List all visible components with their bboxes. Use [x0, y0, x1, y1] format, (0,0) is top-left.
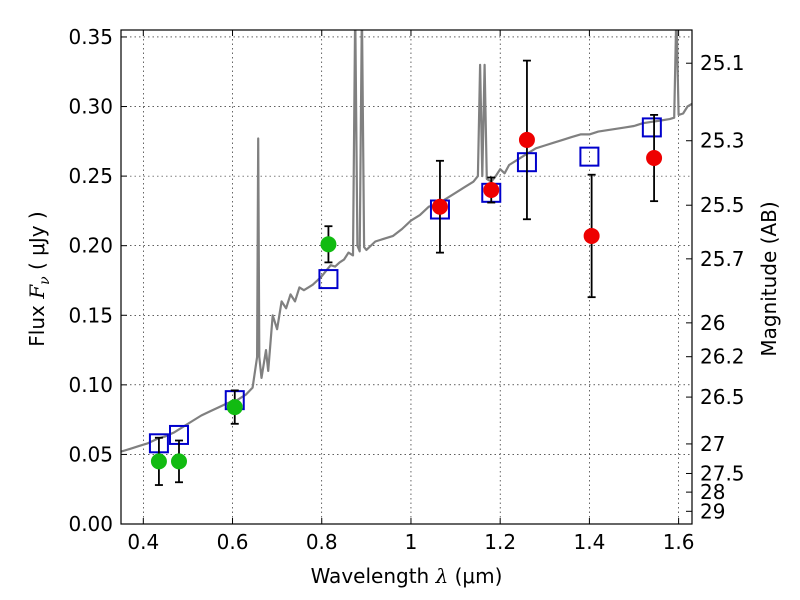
x-axis-label: Wavelength λ (μm): [311, 564, 503, 588]
y-tick-label: 0.15: [68, 303, 113, 327]
y2-tick-label: 25.7: [700, 247, 745, 271]
axes-frame: [120, 29, 693, 525]
data-point: [431, 198, 448, 215]
x-tick-label: 0.8: [306, 530, 338, 554]
model-square-point: [579, 146, 600, 167]
data-point: [518, 131, 535, 148]
grid: [121, 30, 692, 525]
y-tick-label: 0.20: [68, 234, 113, 258]
y-tick-label: 0.35: [68, 25, 113, 49]
data-point: [150, 453, 167, 470]
x-tick-label: 1: [405, 530, 418, 554]
y2-tick-label: 27.5: [700, 461, 745, 485]
data-point: [226, 399, 243, 416]
plot-area: [121, 30, 692, 486]
y2-tick-label: 29: [700, 499, 725, 523]
ticks: 0.4 0.6 0.8 1 1.2 1.4 1.6 0.00 0.05 0.10 0.15 0.20 0…: [68, 25, 744, 554]
model-square-point: [641, 117, 662, 138]
y-tick-label: 0.05: [68, 442, 113, 466]
y2-tick-label: 28: [700, 480, 725, 504]
y-axis-label: Flux Fν ( μJy ): [25, 211, 53, 346]
data-point: [583, 227, 600, 244]
y-tick-label: 0.30: [68, 95, 113, 119]
data-point: [646, 150, 663, 167]
x-tick-label: 0.6: [217, 530, 249, 554]
y-tick-label: 0.10: [68, 373, 113, 397]
y2-tick-label: 25.1: [700, 51, 745, 75]
y-tick-label: 0.00: [68, 512, 113, 536]
y2-tick-label: 25.3: [700, 129, 745, 153]
y2-tick-label: 25.5: [700, 193, 745, 217]
data-point: [483, 182, 500, 199]
data-point: [320, 236, 337, 253]
model-square-point: [318, 269, 339, 290]
data-point: [170, 453, 187, 470]
y-tick-label: 0.25: [68, 164, 113, 188]
x-tick-label: 1.4: [573, 530, 605, 554]
y2-axis-label: Magnitude (AB): [757, 201, 781, 356]
x-tick-label: 0.4: [127, 530, 159, 554]
y2-tick-label: 27: [700, 432, 725, 456]
x-tick-label: 1.2: [484, 530, 516, 554]
y2-tick-label: 26.2: [700, 345, 745, 369]
y2-tick-label: 26.5: [700, 385, 745, 409]
y2-tick-label: 26: [700, 311, 725, 335]
x-tick-label: 1.6: [663, 530, 695, 554]
sed-line: [121, 30, 692, 453]
